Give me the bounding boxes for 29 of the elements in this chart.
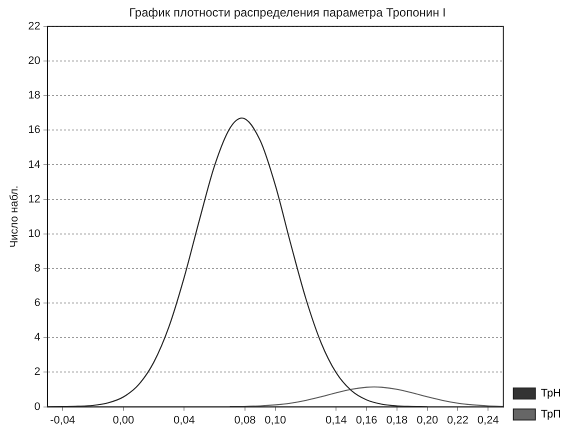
- y-tick-label: 16: [28, 124, 40, 136]
- x-tick-label: -0,04: [50, 414, 76, 426]
- y-tick-label: 4: [34, 332, 40, 344]
- y-tick-label: 0: [34, 400, 40, 413]
- x-tick-label: 0,18: [386, 414, 408, 426]
- y-tick-label: 18: [28, 90, 40, 102]
- y-tick-label: 20: [28, 55, 40, 68]
- chart-title: График плотности распределения параметра Тропонин I: [129, 6, 446, 20]
- x-tick-label: 0,20: [416, 414, 438, 426]
- x-tick-label: 0,14: [325, 414, 347, 426]
- y-tick-label: 6: [34, 297, 40, 310]
- y-axis-title: Число набл.: [8, 186, 21, 248]
- legend-label: ТрП: [540, 408, 562, 421]
- legend-label: ТрН: [540, 388, 562, 400]
- y-tick-label: 22: [28, 20, 40, 32]
- x-tick-label: 0,04: [173, 414, 195, 426]
- x-tick-label: 0,08: [234, 414, 256, 426]
- line-series: [47, 117, 428, 407]
- x-tick-label: 0,24: [477, 414, 499, 426]
- x-tick-label: 0,22: [447, 414, 468, 426]
- y-tick-label: 10: [28, 228, 40, 240]
- y-tick-label: 8: [34, 262, 40, 275]
- line-series: [229, 386, 504, 407]
- y-tick-label: 12: [28, 193, 40, 206]
- x-tick-label: 0,00: [112, 414, 134, 426]
- y-tick-label: 14: [28, 158, 40, 171]
- x-tick-label: 0,16: [356, 414, 378, 426]
- x-tick-label: 0,10: [264, 414, 286, 426]
- y-tick-label: 2: [34, 366, 40, 378]
